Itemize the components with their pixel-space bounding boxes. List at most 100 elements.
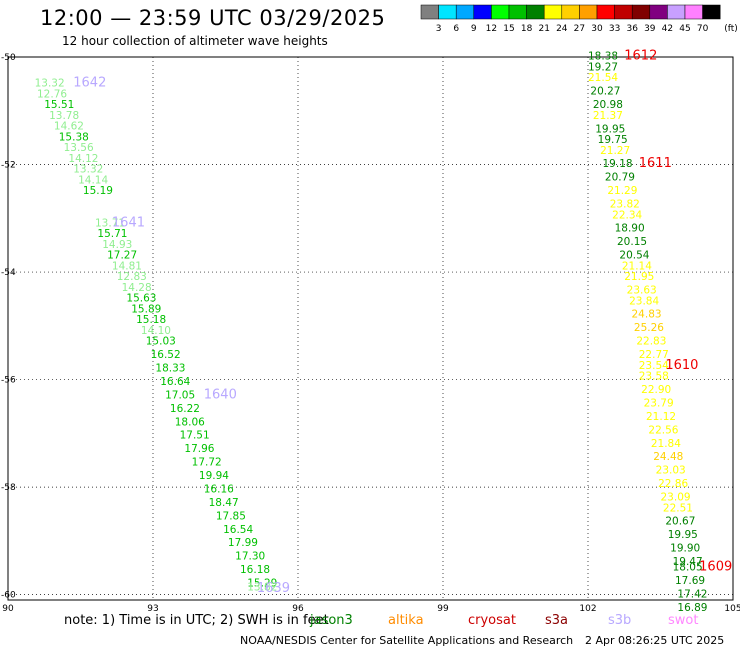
wave-height-point: 14.12	[68, 153, 98, 165]
wave-height-point: 21.37	[593, 110, 623, 122]
plot-frame	[7, 56, 734, 601]
wave-height-point: 18.90	[615, 223, 645, 235]
wave-height-point: 23.63	[627, 285, 657, 297]
wave-height-point: 18.33	[155, 363, 185, 375]
satellite-legend-swot: swot	[668, 613, 699, 628]
wave-height-point: 23.82	[610, 199, 640, 211]
wave-height-point: 16.22	[170, 403, 200, 415]
wave-height-point: 20.67	[665, 516, 695, 528]
wave-height-point: 15.63	[126, 293, 156, 305]
wave-height-point: 21.84	[651, 438, 681, 450]
wave-height-point: 22.51	[663, 502, 693, 514]
wave-height-point: 25.26	[634, 322, 664, 334]
wave-height-point: 22.90	[641, 384, 671, 396]
wave-height-point: 14.81	[112, 260, 142, 272]
wave-height-point: 15.71	[97, 228, 127, 240]
colorbar-label: 33	[609, 24, 620, 34]
wave-height-point: 21.12	[646, 411, 676, 423]
wave-height-point: 15.89	[131, 303, 161, 315]
satellite-legend-altika: altika	[388, 613, 424, 628]
pass-number-label: 1610	[665, 358, 698, 373]
wave-height-point: 17.30	[235, 551, 265, 563]
wave-height-point: 17.85	[216, 510, 246, 522]
wave-height-point: 13.78	[49, 110, 79, 122]
wave-height-point: 18.06	[175, 416, 205, 428]
wave-height-point: 19.94	[199, 470, 229, 482]
satellite-legend-cryosat: cryosat	[468, 613, 516, 628]
wave-height-chart: 90 93 96 99 102 105-50-52-54-56-58-6013.3212.…	[1, 49, 740, 612]
wave-height-point: 14.93	[102, 239, 132, 251]
x-tick-label: 90	[2, 604, 14, 612]
satellite-legend-s3a: s3a	[545, 613, 569, 628]
wave-height-point: 20.15	[617, 236, 647, 248]
pass-number-label: 1611	[639, 156, 672, 171]
wave-height-point: 15.19	[83, 185, 113, 197]
wave-height-point: 18.05	[673, 561, 703, 573]
wave-height-point: 16.64	[160, 376, 190, 388]
x-tick-label: 105	[724, 604, 740, 612]
colorbar-label: 21	[538, 24, 549, 34]
colorbar-label: 3	[436, 24, 442, 34]
colorbar-label: 30	[591, 24, 603, 34]
wave-height-point: 15.03	[146, 336, 176, 348]
wave-height-point: 21.95	[624, 271, 654, 283]
colorbar-label: 39	[644, 24, 656, 34]
y-tick-label: -52	[1, 161, 16, 171]
wave-height-point: 24.83	[632, 309, 662, 321]
wave-height-point: 23.03	[656, 465, 686, 477]
wave-height-point: 22.83	[636, 336, 666, 348]
wave-height-point: 17.42	[677, 588, 707, 600]
wave-height-point: 22.34	[612, 209, 642, 221]
x-tick-label: 99	[437, 604, 449, 612]
wave-height-point: 20.27	[590, 86, 620, 98]
pass-number-label: 1639	[257, 581, 290, 596]
wave-height-point: 17.72	[192, 457, 222, 469]
wave-height-point: 13.32	[35, 78, 65, 90]
colorbar-swatch	[702, 4, 721, 20]
wave-height-point: 16.16	[204, 483, 234, 495]
wave-height-point: 23.09	[661, 492, 691, 504]
wave-height-point: 13.82	[247, 581, 277, 593]
wave-height-point: 19.75	[598, 134, 628, 146]
y-tick-label: -56	[1, 376, 16, 386]
x-tick-label: 96	[292, 604, 304, 612]
satellite-legend-s3b: s3b	[608, 613, 632, 628]
y-tick-label: -54	[1, 268, 16, 278]
wave-height-point: 17.99	[228, 537, 258, 549]
wave-height-point: 14.10	[141, 325, 171, 337]
wave-height-point: 17.69	[675, 575, 705, 587]
colorbar-label: 12	[486, 24, 497, 34]
y-tick-label: -50	[1, 53, 16, 63]
wave-height-point: 13.56	[64, 142, 94, 154]
wave-height-point: 14.28	[122, 282, 152, 294]
colorbar-label: 36	[626, 24, 638, 34]
wave-height-point: 19.95	[668, 529, 698, 541]
wave-height-point: 16.54	[223, 524, 253, 536]
page-subtitle: 12 hour collection of altimeter wave hei…	[62, 34, 328, 48]
wave-height-point: 21.54	[588, 72, 618, 84]
wave-height-point: 13.32	[73, 164, 103, 176]
wave-height-point: 21.27	[600, 145, 630, 157]
wave-height-point: 24.48	[653, 451, 683, 463]
wave-height-point: 22.77	[639, 349, 669, 361]
wave-height-point: 17.27	[107, 250, 137, 262]
wave-height-point: 22.86	[658, 478, 688, 490]
footer-credit: NOAA/NESDIS Center for Satellite Applica…	[240, 634, 574, 647]
colorbar-label: 15	[503, 24, 514, 34]
y-tick-label: -58	[1, 483, 16, 493]
colorbar-label: 42	[662, 24, 673, 34]
satellite-legend-jason3: jason3	[310, 613, 353, 628]
wave-height-point: 19.18	[603, 158, 633, 170]
pass-number-label: 1612	[624, 49, 657, 64]
wave-height-point: 15.38	[59, 131, 89, 143]
wave-height-point: 15.18	[136, 314, 166, 326]
wave-height-point: 21.29	[607, 185, 637, 197]
wave-height-point: 16.89	[677, 602, 707, 612]
wave-height-point: 18.47	[209, 497, 239, 509]
colorbar-label: 18	[521, 24, 533, 34]
wave-height-point: 20.98	[593, 99, 623, 111]
wave-height-point: 15.29	[247, 578, 277, 590]
wave-height-point: 16.52	[151, 349, 181, 361]
wave-height-point: 19.27	[588, 61, 618, 73]
wave-height-point: 20.54	[619, 250, 649, 262]
